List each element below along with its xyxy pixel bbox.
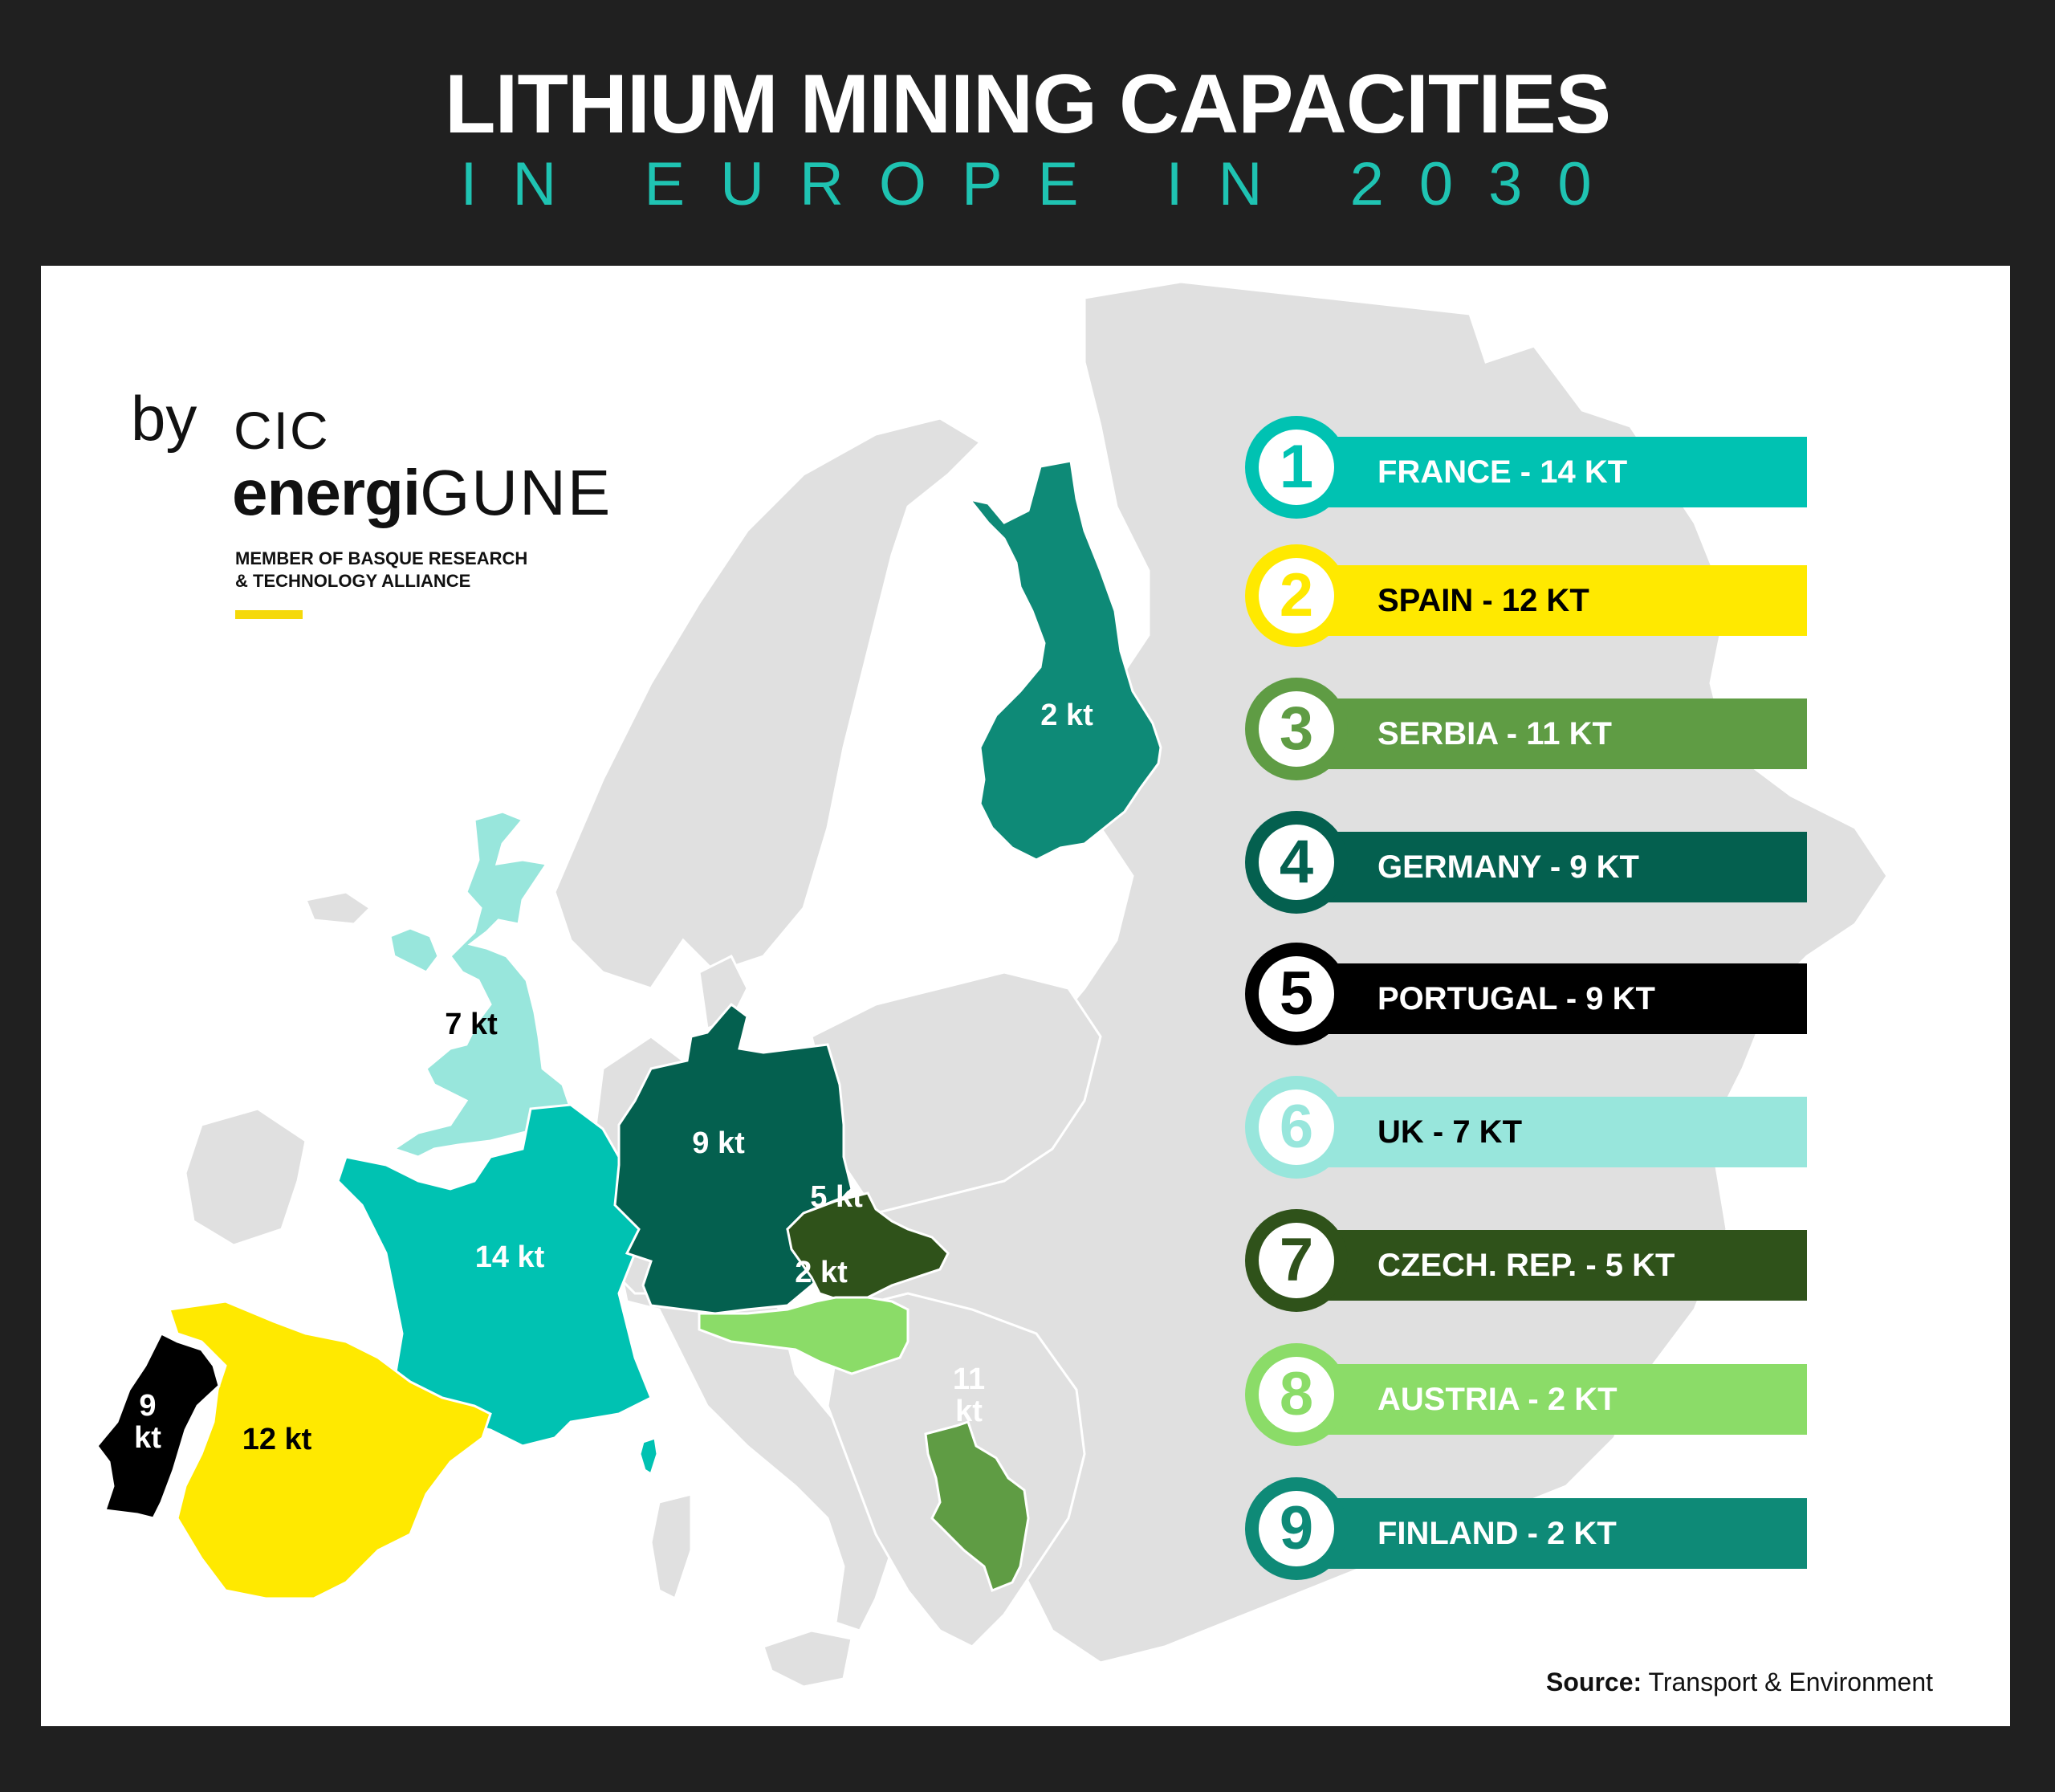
- map-label-spain: 12 kt: [242, 1423, 312, 1456]
- rank-number: 1: [1259, 430, 1334, 505]
- rank-badge: 8: [1245, 1343, 1348, 1446]
- rank-badge: 3: [1245, 678, 1348, 780]
- legend-text: CZECH. REP. - 5 KT: [1377, 1247, 1675, 1283]
- country-portugal: [96, 1331, 221, 1520]
- map-label-finland: 2 kt: [1040, 698, 1093, 732]
- legend-text: AUSTRIA - 2 KT: [1377, 1381, 1618, 1417]
- country-czech: [786, 1191, 950, 1303]
- rank-badge: 9: [1245, 1477, 1348, 1580]
- source-label: Source:: [1546, 1668, 1642, 1696]
- source-note: Source: Transport & Environment: [1546, 1668, 1933, 1697]
- legend-text: PORTUGAL - 9 KT: [1377, 980, 1655, 1016]
- page-subtitle: IN EUROPE IN 2030: [460, 150, 1627, 218]
- legend-bar: SERBIA - 11 KT: [1293, 698, 1807, 769]
- legend-row: PORTUGAL - 9 KT 5: [1245, 943, 1823, 1047]
- rank-badge: 1: [1245, 416, 1348, 519]
- map-label-portugal: 9 kt: [134, 1390, 161, 1454]
- logo-cic: CIC: [234, 401, 330, 460]
- legend-bar: GERMANY - 9 KT: [1293, 832, 1807, 902]
- legend-text: FRANCE - 14 KT: [1377, 454, 1628, 490]
- legend-row: SERBIA - 11 KT 3: [1245, 678, 1823, 782]
- map-label-serbia: 11 kt: [953, 1363, 985, 1427]
- highlighted-countries: [96, 459, 1162, 1600]
- legend-bar: FINLAND - 2 KT: [1293, 1498, 1807, 1569]
- map-label-france: 14 kt: [474, 1240, 545, 1274]
- legend-row: AUSTRIA - 2 KT 8: [1245, 1343, 1823, 1448]
- logo-gune: GUNE: [420, 457, 612, 528]
- rank-number: 7: [1259, 1223, 1334, 1298]
- legend-text: FINLAND - 2 KT: [1377, 1515, 1617, 1551]
- map-label-serbia-value: 11: [952, 1362, 986, 1396]
- map-label-germany: 9 kt: [692, 1126, 745, 1160]
- logo-accent-bar: [235, 610, 303, 619]
- legend-row: UK - 7 KT 6: [1245, 1076, 1823, 1180]
- country-uk: [391, 810, 572, 1159]
- legend-bar: PORTUGAL - 9 KT: [1293, 963, 1807, 1034]
- source-text: Transport & Environment: [1648, 1668, 1933, 1696]
- map-panel: 2 kt 7 kt 9 kt 5 kt 2 kt 14 kt 12 kt 9 k…: [41, 266, 2010, 1726]
- legend-text: SPAIN - 12 KT: [1377, 582, 1589, 618]
- legend-bar: CZECH. REP. - 5 KT: [1293, 1230, 1807, 1301]
- logo-energi: energi: [232, 457, 421, 528]
- country-austria: [698, 1296, 909, 1375]
- rank-number: 8: [1259, 1357, 1334, 1432]
- map-label-czech: 5 kt: [810, 1180, 863, 1214]
- rank-number: 6: [1259, 1089, 1334, 1165]
- legend-bar: SPAIN - 12 KT: [1293, 565, 1807, 636]
- legend-row: CZECH. REP. - 5 KT 7: [1245, 1209, 1823, 1313]
- rank-number: 5: [1259, 956, 1334, 1032]
- legend-text: GERMANY - 9 KT: [1377, 849, 1639, 885]
- logo-member-line2: & TECHNOLOGY ALLIANCE: [235, 571, 471, 591]
- legend-row: FINLAND - 2 KT 9: [1245, 1477, 1823, 1582]
- country-france: [336, 1103, 685, 1448]
- legend-row: FRANCE - 14 KT 1: [1245, 416, 1823, 520]
- logo-wordmark: energiGUNE: [232, 456, 612, 530]
- legend-text: SERBIA - 11 KT: [1377, 715, 1612, 751]
- rank-badge: 2: [1245, 544, 1348, 647]
- rank-badge: 7: [1245, 1209, 1348, 1312]
- country-spain: [168, 1300, 492, 1600]
- legend-row: SPAIN - 12 KT 2: [1245, 544, 1823, 649]
- map-label-portugal-value: 9: [139, 1389, 157, 1423]
- map-label-austria: 2 kt: [795, 1256, 848, 1289]
- legend-bar: UK - 7 KT: [1293, 1097, 1807, 1167]
- rank-badge: 5: [1245, 943, 1348, 1045]
- country-finland: [966, 459, 1162, 861]
- logo-member-line1: MEMBER OF BASQUE RESEARCH: [235, 548, 528, 568]
- map-label-uk: 7 kt: [445, 1008, 498, 1041]
- rank-badge: 4: [1245, 811, 1348, 914]
- legend-bar: AUSTRIA - 2 KT: [1293, 1364, 1807, 1435]
- logo-by: by: [131, 383, 197, 454]
- header: LITHIUM MINING CAPACITIES IN EUROPE IN 2…: [0, 0, 2055, 266]
- page-title: LITHIUM MINING CAPACITIES: [444, 58, 1611, 151]
- rank-number: 9: [1259, 1491, 1334, 1566]
- rank-number: 4: [1259, 825, 1334, 900]
- country-serbia: [924, 1420, 1030, 1592]
- map-label-serbia-unit: kt: [955, 1395, 983, 1428]
- logo-member-text: MEMBER OF BASQUE RESEARCH & TECHNOLOGY A…: [235, 548, 572, 593]
- legend-bar: FRANCE - 14 KT: [1293, 437, 1807, 507]
- rank-number: 2: [1259, 558, 1334, 633]
- rank-badge: 6: [1245, 1076, 1348, 1179]
- legend-row: GERMANY - 9 KT 4: [1245, 811, 1823, 915]
- map-label-portugal-unit: kt: [134, 1421, 161, 1455]
- legend-text: UK - 7 KT: [1377, 1114, 1522, 1150]
- rank-number: 3: [1259, 691, 1334, 767]
